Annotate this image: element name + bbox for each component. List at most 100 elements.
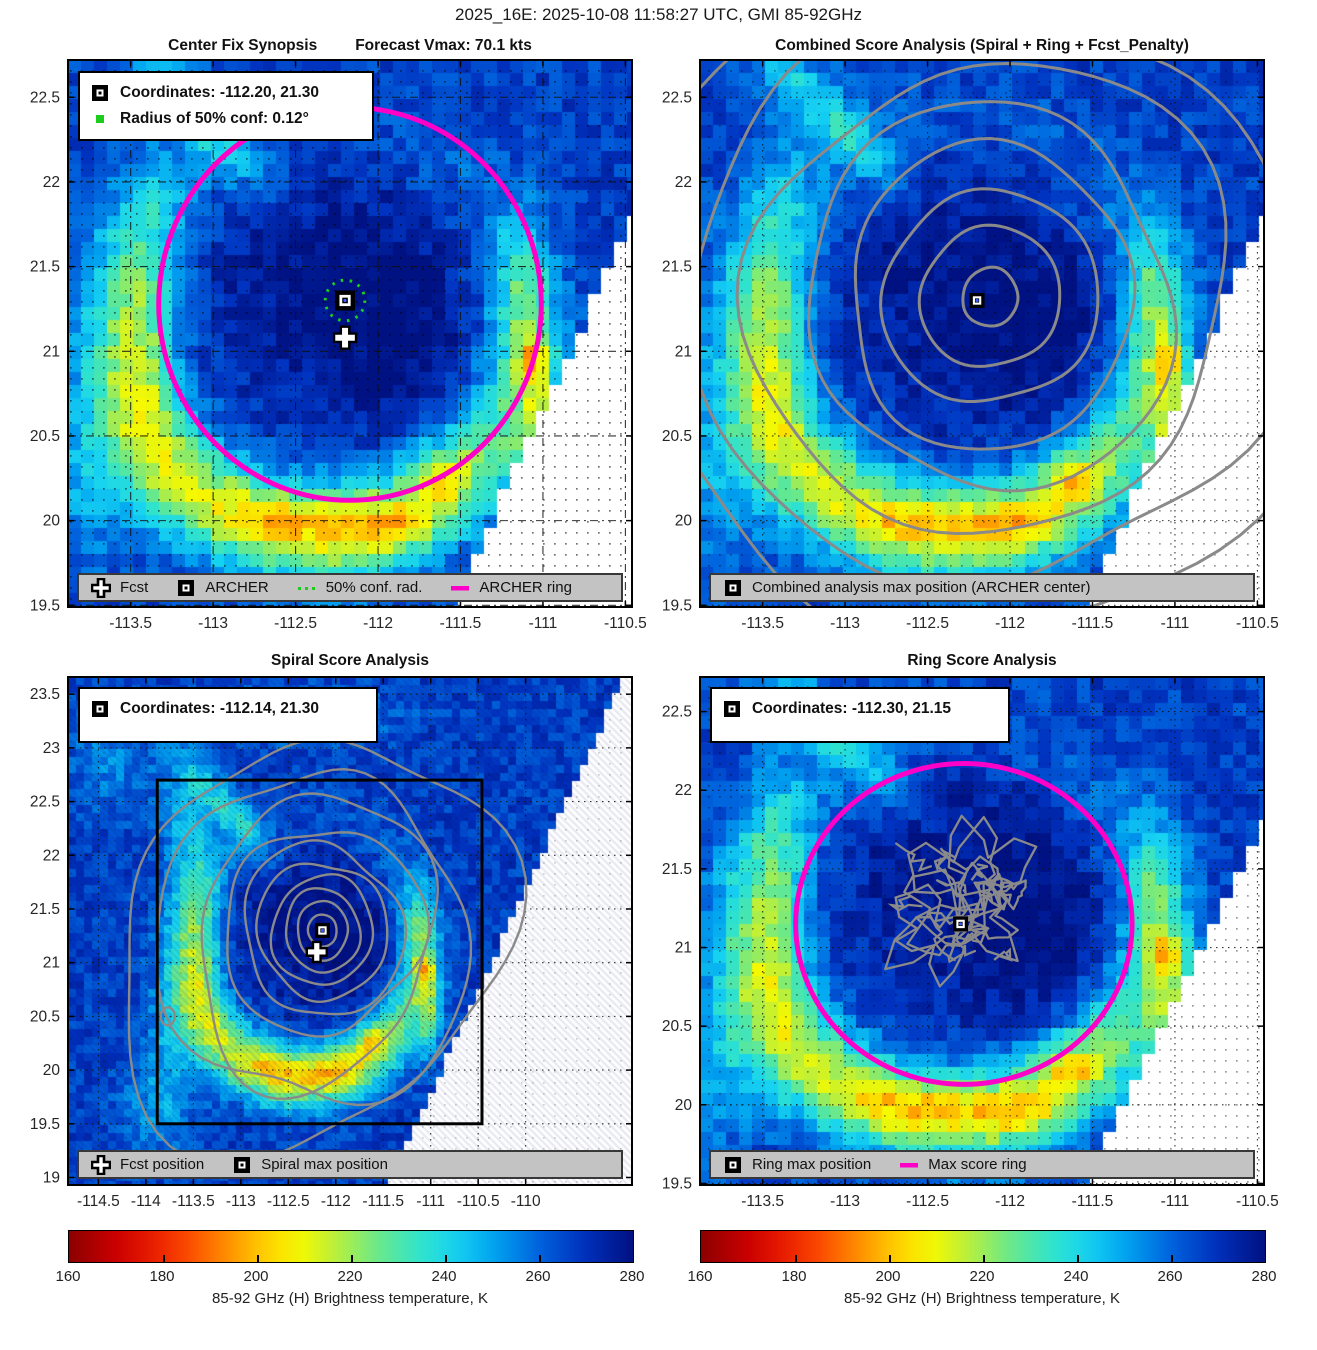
panel-title-text: Center Fix Synopsis: [168, 37, 318, 54]
x-tick-label: -112: [995, 615, 1025, 632]
colorbar-tick-label: 280: [619, 1268, 645, 1285]
x-tick-label: -112.5: [274, 615, 317, 632]
colorbar-tick-mark: [539, 1255, 541, 1262]
y-tick-label: 21: [43, 955, 60, 972]
colorbar-tick-label: 180: [149, 1268, 175, 1285]
magenta-line-icon: [451, 585, 470, 590]
legend-item: Combined analysis max position (ARCHER c…: [723, 578, 1090, 598]
legend-item: Coordinates: -112.30, 21.15: [722, 696, 998, 722]
y-tick-label: 22: [43, 174, 60, 191]
colorbar-tick-label: 260: [525, 1268, 551, 1285]
x-tick-label: -113: [226, 1193, 256, 1210]
legend-item-label: Fcst position: [120, 1156, 205, 1173]
legend-item-label: Spiral max position: [261, 1156, 388, 1173]
panel-title-ring-score: Ring Score Analysis: [700, 652, 1264, 670]
x-tick-label: -113: [830, 1193, 860, 1210]
x-tick-label: -111: [1161, 1193, 1190, 1210]
legend-item-label: Coordinates: -112.30, 21.15: [752, 700, 952, 717]
panel-title-text: Spiral Score Analysis: [271, 652, 429, 669]
y-tick-label: 22.5: [662, 89, 692, 106]
legend-item-label: Max score ring: [928, 1156, 1027, 1173]
x-tick-label: -111.5: [1072, 615, 1114, 632]
x-tick-label: -113.5: [172, 1193, 215, 1210]
x-tick-label: -111: [529, 615, 558, 632]
colorbar-left-ticks: 160 180 200 220 240 260 280: [55, 1268, 644, 1286]
magenta-line-icon: [900, 1162, 919, 1167]
colorbar-left-label: 85-92 GHz (H) Brightness temperature, K: [212, 1290, 488, 1307]
legend-spiral: Fcst position Spiral max position: [77, 1150, 623, 1179]
archer-square-icon: [725, 579, 741, 596]
colorbar-right-ticks: 160 180 200 220 240 260 280: [687, 1268, 1276, 1286]
x-tick-label: -112.5: [906, 615, 949, 632]
colorbar-tick-label: 180: [781, 1268, 807, 1285]
legend-item: Fcst: [91, 577, 149, 598]
y-tick-label: 22: [675, 174, 692, 191]
colorbar-tick-mark: [1077, 1255, 1079, 1262]
y-tick-label: 21: [675, 940, 692, 957]
y-tick-label: 21.5: [30, 901, 60, 918]
legend-item-label: ARCHER ring: [479, 579, 572, 596]
colorbar-tick-mark: [445, 1255, 447, 1262]
legend-item-label: Combined analysis max position (ARCHER c…: [752, 579, 1091, 596]
y-tick-label: 19.5: [30, 597, 60, 614]
panel-title-center-fix: Center Fix Synopsis Forecast Vmax: 70.1 …: [68, 37, 632, 55]
x-tick-label: -112: [363, 615, 393, 632]
legend-item: ARCHER ring: [450, 578, 572, 598]
x-tick-label: -112.5: [906, 1193, 949, 1210]
y-tick-label: 22.5: [662, 704, 692, 721]
colorbar-tick-mark: [163, 1255, 165, 1262]
y-tick-label: 20.5: [662, 428, 692, 445]
y-tick-label: 19.5: [662, 597, 692, 614]
colorbar-tick-label: 160: [687, 1268, 713, 1285]
coordinates-box-center-fix: Coordinates: -112.20, 21.30 Radius of 50%…: [78, 71, 374, 141]
y-tick-label: 21.5: [662, 861, 692, 878]
y-tick-label: 23.5: [30, 686, 60, 703]
colorbar-tick-label: 260: [1157, 1268, 1183, 1285]
figure-title: 2025_16E: 2025-10-08 11:58:27 UTC, GMI 8…: [455, 5, 862, 24]
x-tick-label: -113.5: [741, 615, 784, 632]
colorbar-tick-mark: [889, 1255, 891, 1262]
colorbar-tick-mark: [983, 1255, 985, 1262]
y-tick-label: 19.5: [662, 1175, 692, 1192]
legend-item-label: Ring max position: [752, 1156, 872, 1173]
legend-item: Fcst position: [91, 1154, 205, 1175]
x-tick-label: -111.5: [440, 615, 482, 632]
x-tick-label: -112: [321, 1193, 351, 1210]
y-tick-label: 21.5: [30, 259, 60, 276]
x-tick-label: -111.5: [362, 1193, 404, 1210]
archer-square-icon: [725, 1156, 741, 1173]
x-tick-label: -112: [995, 1193, 1025, 1210]
panel-title-text: Combined Score Analysis (Spiral + Ring +…: [775, 37, 1189, 54]
colorbar-right-label: 85-92 GHz (H) Brightness temperature, K: [844, 1290, 1120, 1307]
y-tick-label: 20.5: [30, 1008, 60, 1025]
x-tick-label: -113: [198, 615, 228, 632]
green-dotted-line-icon: [297, 586, 315, 590]
colorbar-tick-label: 220: [969, 1268, 995, 1285]
brightness-temperature-map-spiral: [68, 677, 632, 1185]
colorbar-tick-mark: [351, 1255, 353, 1262]
coordinates-box-ring: Coordinates: -112.30, 21.15: [710, 687, 1010, 743]
x-tick-label: -113: [830, 615, 860, 632]
brightness-temperature-map-combined: [700, 60, 1264, 607]
x-tick-label: -110: [511, 1193, 541, 1210]
legend-combined: Combined analysis max position (ARCHER c…: [709, 573, 1255, 602]
y-tick-label: 20: [675, 513, 693, 530]
legend-item: Radius of 50% conf: 0.12°: [90, 106, 362, 132]
x-tick-label: -110.5: [604, 615, 647, 632]
colorbar-tick-label: 160: [55, 1268, 81, 1285]
x-tick-label: -111.5: [1072, 1193, 1114, 1210]
legend-item-label: Fcst: [120, 579, 149, 596]
legend-item-label: 50% conf. rad.: [325, 579, 423, 596]
fcst-cross-icon: [91, 1154, 111, 1175]
x-tick-label: -114.5: [77, 1193, 120, 1210]
legend-center-fix: Fcst ARCHER 50% conf. rad. ARCHER ring: [77, 573, 623, 602]
legend-item-label: Coordinates: -112.20, 21.30: [120, 84, 320, 101]
legend-item: Max score ring: [899, 1155, 1027, 1175]
colorbar-tick-mark: [795, 1255, 797, 1262]
y-tick-label: 20: [43, 1062, 61, 1079]
panel-title-text: Ring Score Analysis: [907, 652, 1057, 669]
brightness-temperature-map-ring: [700, 677, 1264, 1185]
x-tick-label: -112.5: [267, 1193, 310, 1210]
legend-item: Coordinates: -112.20, 21.30: [90, 80, 362, 106]
legend-item: ARCHER: [176, 578, 269, 598]
